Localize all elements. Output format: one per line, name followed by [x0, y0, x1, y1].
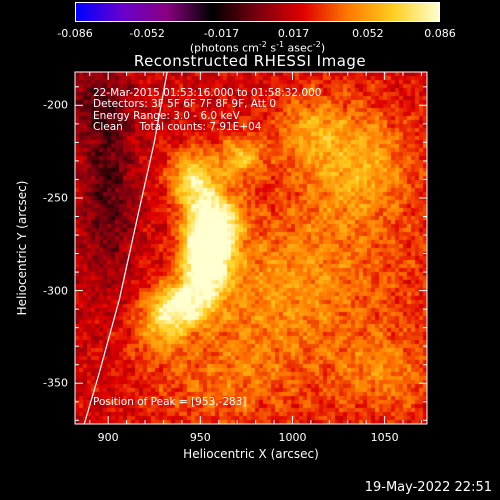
y-axis-label: Heliocentric Y (arcsec) — [15, 180, 29, 316]
x-tick-label: 1050 — [370, 431, 399, 444]
colorbar-tick-label: 0.017 — [277, 27, 310, 40]
y-tick-label: -350 — [43, 376, 68, 390]
energy-range-annotation: Energy Range: 3.0 - 6.0 keV — [93, 110, 240, 122]
clean-counts-annotation: Clean Total counts: 7.91E+04 — [93, 121, 262, 133]
x-axis-label: Heliocentric X (arcsec) — [183, 447, 319, 461]
colorbar-tick-label: -0.017 — [203, 27, 240, 40]
y-tick-label: -300 — [43, 284, 68, 298]
colorbar-tick-label: 0.086 — [424, 27, 456, 40]
time-range-annotation: 22-Mar-2015 01:53:16.000 to 01:58:32.000 — [93, 87, 322, 99]
colorbar-units-label: (photons cm-2 s-1 asec-2) — [189, 40, 326, 55]
footer-date: 19-May-2022 22:51 — [364, 480, 492, 495]
detectors-annotation: Detectors: 3F 5F 6F 7F 8F 9F, Att 0 — [93, 98, 277, 110]
y-tick-label: -250 — [43, 191, 68, 205]
x-tick-label: 900 — [97, 431, 119, 444]
chart-title: Reconstructed RHESSI Image — [133, 52, 367, 70]
colorbar-tick-label: -0.086 — [57, 27, 93, 40]
colorbar-tick-label: 0.052 — [352, 27, 384, 40]
y-tick-label: -200 — [43, 98, 68, 112]
colorbar-tick-label: -0.052 — [129, 27, 165, 40]
x-tick-label: 950 — [189, 431, 211, 444]
colorbar — [75, 2, 440, 22]
peak-position-annotation: Position of Peak = [953,-283] — [93, 396, 247, 408]
x-tick-label: 1000 — [278, 431, 307, 444]
